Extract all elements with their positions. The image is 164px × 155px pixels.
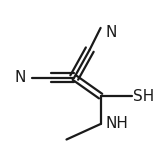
Text: SH: SH — [133, 89, 154, 104]
Text: N: N — [105, 25, 117, 40]
Text: NH: NH — [105, 117, 128, 131]
Text: N: N — [15, 70, 26, 85]
